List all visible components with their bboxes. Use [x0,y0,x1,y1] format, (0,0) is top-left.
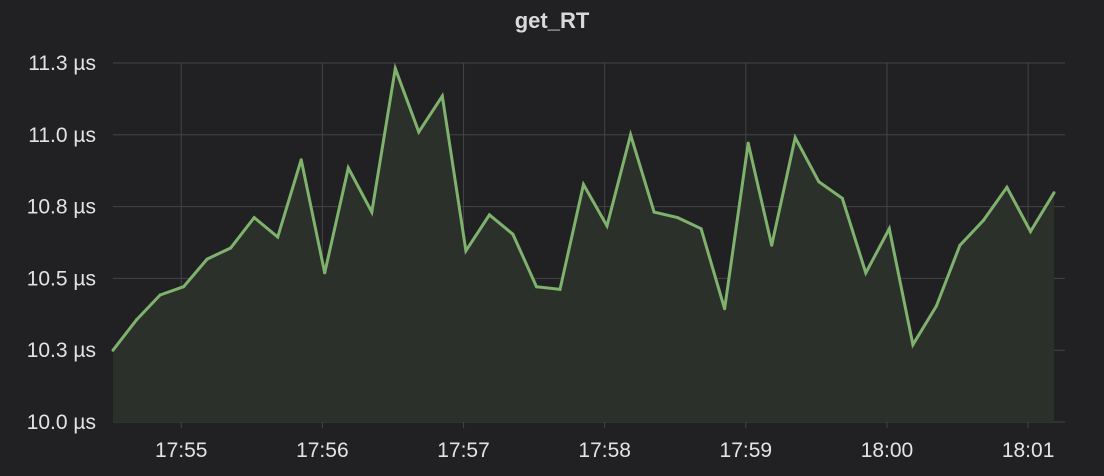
y-tick-label: 10.0 µs [27,411,96,434]
y-tick-label: 10.8 µs [27,196,96,219]
series-area-fill [113,68,1054,422]
data-point[interactable] [605,224,609,228]
data-point[interactable] [205,257,209,261]
data-point[interactable] [981,218,985,222]
x-tick-label: 18:01 [1002,439,1055,462]
x-tick-label: 18:00 [861,439,914,462]
panel-title[interactable]: get_RT [514,8,590,33]
data-point[interactable] [676,216,680,220]
data-point[interactable] [229,246,233,250]
data-point[interactable] [723,307,727,311]
data-point[interactable] [793,136,797,140]
data-point[interactable] [511,232,515,236]
data-point[interactable] [1005,185,1009,189]
data-point[interactable] [699,227,703,231]
y-axis-ticks: 10.0 µs 10.3 µs 10.5 µs 10.8 µs 11.0 µs 11.3 … [27,52,96,434]
data-point[interactable] [817,180,821,184]
data-point[interactable] [746,141,750,145]
x-tick-label: 17:59 [720,439,773,462]
data-point[interactable] [487,213,491,217]
data-point[interactable] [864,271,868,275]
data-point[interactable] [393,67,397,70]
series-area [113,68,1054,422]
data-point[interactable] [582,183,585,186]
y-tick-label: 11.0 µs [28,124,96,147]
data-point[interactable] [770,243,774,247]
x-axis-ticks: 17:55 17:56 17:57 17:58 17:59 18:00 18:01 [155,439,1054,462]
data-point[interactable] [440,94,444,98]
data-point[interactable] [652,210,656,214]
data-point[interactable] [1052,191,1056,195]
data-point[interactable] [346,166,350,170]
data-point[interactable] [111,348,115,352]
x-tick-label: 17:58 [578,439,631,462]
series-points [111,67,1056,352]
y-tick-label: 11.3 µs [28,52,96,75]
y-tick-label: 10.5 µs [27,267,96,290]
data-point[interactable] [958,243,962,247]
data-point[interactable] [182,285,186,289]
data-point[interactable] [370,210,374,214]
data-point[interactable] [252,216,256,220]
data-point[interactable] [158,293,162,297]
data-point[interactable] [417,130,421,134]
data-point[interactable] [934,304,938,308]
y-tick-label: 10.3 µs [27,339,96,362]
data-point[interactable] [887,227,891,231]
data-point[interactable] [464,249,468,253]
data-point[interactable] [135,318,138,322]
x-tick-label: 17:55 [155,439,208,462]
data-point[interactable] [535,285,538,289]
data-point[interactable] [558,287,562,291]
data-point[interactable] [840,196,844,200]
data-point[interactable] [276,235,280,239]
data-point[interactable] [911,343,915,347]
data-point[interactable] [299,158,303,162]
x-tick-label: 17:56 [296,439,349,462]
data-point[interactable] [629,133,633,137]
x-tick-label: 17:57 [437,439,490,462]
data-point[interactable] [1029,230,1032,233]
data-point[interactable] [323,271,327,275]
